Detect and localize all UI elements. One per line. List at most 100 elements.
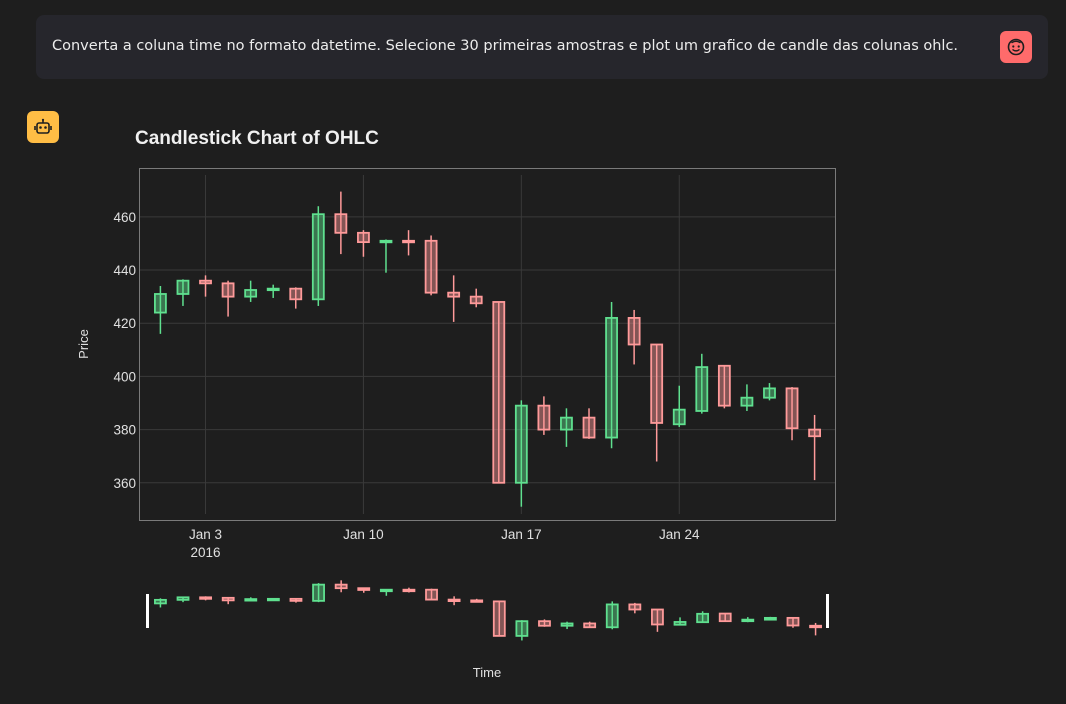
candle xyxy=(176,279,190,306)
slider-candle-body xyxy=(176,596,190,601)
assistant-avatar xyxy=(27,111,59,143)
slider-candle-body xyxy=(357,587,371,591)
x-tick-label: Jan 24 xyxy=(659,527,700,542)
slider-candle xyxy=(651,608,664,632)
x-axis-ticks: Jan 3 2016 Jan 10 Jan 17 Jan 24 xyxy=(189,527,700,560)
slider-candle-body xyxy=(334,583,348,590)
slider-candle-body xyxy=(538,620,551,627)
user-message: Converta a coluna time no formato dateti… xyxy=(36,15,1048,79)
slider-candle-body xyxy=(221,596,235,602)
slider-candle xyxy=(492,600,506,637)
range-slider-left-handle[interactable] xyxy=(146,594,149,628)
slider-candle xyxy=(809,622,822,636)
robot-icon xyxy=(34,118,52,134)
slider-candle xyxy=(538,619,551,627)
slider-candle xyxy=(470,598,484,603)
y-tick-label: 380 xyxy=(113,423,136,438)
slider-candle xyxy=(289,597,303,603)
slider-candle-body xyxy=(470,599,484,603)
slider-candle-body xyxy=(154,598,167,605)
candle-body xyxy=(808,428,821,438)
slider-candle xyxy=(786,616,800,628)
candle-body xyxy=(221,282,235,298)
candle-body xyxy=(379,239,393,244)
slider-candle-body xyxy=(583,622,597,629)
x-tick-label: Jan 17 xyxy=(501,527,542,542)
slider-candle-body xyxy=(379,588,393,593)
plot-area xyxy=(139,168,836,521)
candle xyxy=(154,286,167,334)
candle-body xyxy=(424,239,438,294)
x-axis-label: Time xyxy=(473,665,501,680)
candle-body xyxy=(447,291,461,298)
y-axis-ticks: 360 380 400 420 440 460 xyxy=(113,210,136,491)
candle-body xyxy=(176,279,190,295)
x-tick-label: Jan 10 xyxy=(343,527,384,542)
slider-candle-body xyxy=(605,603,619,629)
candle-body xyxy=(672,408,686,426)
slider-candle-body xyxy=(289,597,303,602)
candle-body xyxy=(582,416,596,439)
x-tick-sublabel: 2016 xyxy=(190,545,220,560)
candle xyxy=(672,385,686,427)
slider-candle-body xyxy=(628,603,642,611)
slider-candle xyxy=(154,598,167,608)
candle xyxy=(605,301,618,449)
slider-candle xyxy=(312,583,325,603)
slider-candle-body xyxy=(425,588,438,601)
slider-candle xyxy=(176,596,190,603)
slider-candle-body xyxy=(786,616,800,627)
slider-candle-body xyxy=(651,608,664,626)
chart-title: Candlestick Chart of OHLC xyxy=(135,128,379,149)
y-tick-label: 360 xyxy=(113,476,136,491)
candle-body xyxy=(605,317,618,439)
y-axis-label: Price xyxy=(76,329,91,359)
slider-candle xyxy=(763,616,777,621)
candle-body xyxy=(357,231,370,244)
slider-candle xyxy=(696,611,710,624)
candle xyxy=(627,309,641,365)
candle xyxy=(266,284,280,298)
slider-candle xyxy=(605,601,619,630)
slider-candle xyxy=(266,597,280,602)
slider-candle xyxy=(402,587,416,593)
y-tick-label: 400 xyxy=(113,369,136,384)
candle xyxy=(199,275,212,297)
candle xyxy=(582,408,596,439)
candle xyxy=(717,364,731,409)
face-icon xyxy=(1007,38,1025,56)
candle xyxy=(537,396,551,435)
user-avatar xyxy=(1000,31,1032,63)
y-tick-label: 440 xyxy=(113,263,136,278)
candle-body xyxy=(537,404,551,431)
slider-candle-body xyxy=(763,616,777,621)
candle-body xyxy=(785,387,799,430)
slider-candle-body xyxy=(673,621,687,626)
slider-candle-body xyxy=(447,598,461,603)
slider-candle xyxy=(673,617,687,626)
candle xyxy=(560,408,573,447)
candle xyxy=(289,287,303,309)
range-slider-right-handle[interactable] xyxy=(826,594,829,628)
user-message-text: Converta a coluna time no formato dateti… xyxy=(52,38,959,54)
candle xyxy=(334,191,348,255)
candle xyxy=(514,400,528,507)
range-slider[interactable] xyxy=(154,580,822,641)
candle-body xyxy=(763,387,776,399)
slider-candle-body xyxy=(492,600,506,637)
candle-body xyxy=(402,239,415,244)
candle-body xyxy=(289,287,303,301)
slider-candle-body xyxy=(515,620,529,637)
candle xyxy=(650,343,664,462)
candle xyxy=(447,275,461,322)
candle xyxy=(695,353,709,414)
slider-candle-body xyxy=(266,597,280,602)
candles xyxy=(154,191,821,507)
slider-candle-body xyxy=(244,598,258,602)
candle xyxy=(379,239,393,273)
slider-candle xyxy=(244,597,258,602)
candle-body xyxy=(627,317,641,346)
candle-body xyxy=(154,293,167,314)
slider-candle xyxy=(425,588,438,601)
candle-body xyxy=(560,416,573,431)
